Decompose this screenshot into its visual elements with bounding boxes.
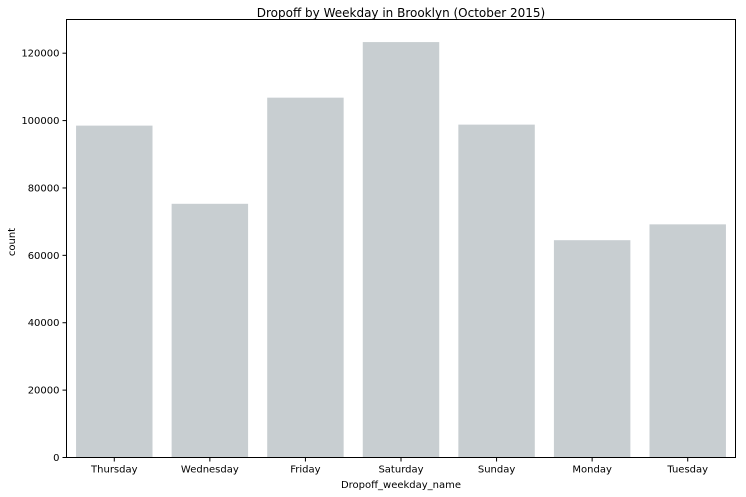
chart-title: Dropoff by Weekday in Brooklyn (October … [257, 6, 545, 20]
y-tick-label: 120000 [21, 49, 59, 60]
x-axis-ticks: Thursday Wednesday Friday Saturday Sunday Mon… [90, 457, 708, 476]
x-axis-label: Dropoff_weekday_name [341, 480, 461, 491]
bar-saturday [362, 42, 440, 458]
y-tick-label: 80000 [28, 183, 60, 194]
bar-friday [267, 97, 344, 458]
bars-group [76, 42, 726, 458]
plot-frame [66, 19, 736, 458]
x-tick-label: Sunday [478, 465, 515, 476]
bar-sunday [458, 124, 535, 458]
y-tick-label: 20000 [28, 386, 60, 397]
bar-thursday [76, 125, 153, 458]
x-tick-label: Tuesday [666, 465, 708, 476]
y-tick-label: 100000 [21, 116, 59, 127]
bar-monday [553, 240, 631, 458]
bar-tuesday [649, 224, 726, 458]
y-axis-label: count [7, 228, 18, 256]
bar-wednesday [171, 203, 249, 458]
y-tick-label: 40000 [28, 318, 60, 329]
x-tick-label: Saturday [378, 465, 423, 476]
x-tick-label: Monday [572, 465, 612, 476]
y-tick-label: 60000 [28, 251, 60, 262]
y-axis-ticks: 0 20000 40000 60000 80000 100000 120000 [21, 49, 67, 464]
x-tick-label: Friday [290, 465, 320, 476]
y-tick-label: 0 [53, 453, 59, 464]
x-tick-label: Wednesday [181, 465, 239, 476]
x-tick-label: Thursday [90, 465, 138, 476]
